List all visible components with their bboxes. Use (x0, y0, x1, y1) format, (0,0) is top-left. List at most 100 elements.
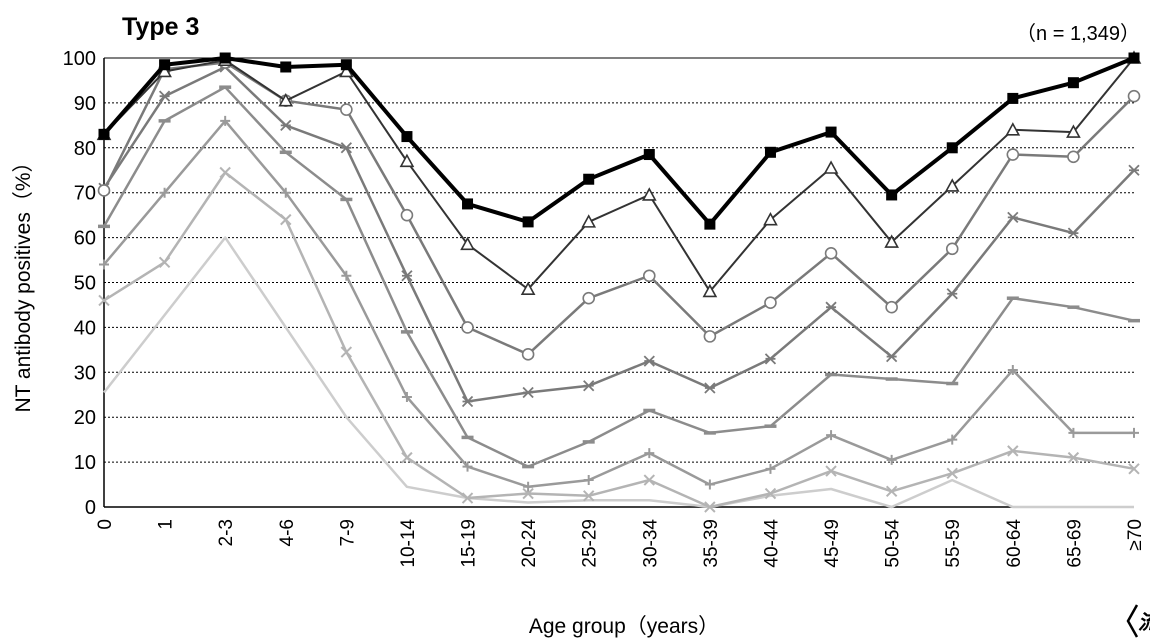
y-tick-label-90: 90 (74, 93, 96, 115)
badge-bracket (1126, 604, 1139, 638)
x-tick-label-11: 40-44 (761, 519, 782, 568)
series-6-point-10 (704, 501, 716, 513)
series-6-point-15 (1007, 445, 1019, 457)
series-1-point-10 (702, 283, 718, 298)
x-tick-label-7: 20-24 (519, 519, 540, 568)
badge-label: 流 (1138, 610, 1150, 634)
series-6-point-1 (158, 256, 171, 269)
series-0-point-0 (98, 128, 110, 140)
series-6-point-6 (461, 492, 474, 504)
series-5-point-8 (583, 475, 594, 486)
series-0-point-5 (401, 131, 413, 143)
series-2-point-10 (703, 330, 717, 343)
y-tick-label-0: 0 (85, 497, 96, 519)
series-5-point-10 (704, 479, 715, 490)
series-2-point-16 (1067, 150, 1080, 164)
series-1 (96, 50, 1142, 298)
series-5-point-11 (765, 463, 776, 474)
series-5-point-16 (1068, 427, 1079, 438)
series-6-point-5 (401, 451, 413, 464)
y-axis-label: NT antibody positives（%） (12, 151, 35, 412)
series-2-point-11 (764, 296, 777, 310)
series-1-point-7 (520, 281, 536, 296)
series-2-point-7 (521, 348, 535, 361)
series-3-point-5 (401, 270, 413, 282)
series-3-line (102, 65, 1135, 403)
series-6-point-7 (522, 487, 534, 500)
series-1-point-14 (944, 178, 960, 192)
series-5 (99, 115, 1139, 492)
series-1-point-9 (641, 187, 657, 201)
series-6-point-9 (643, 474, 656, 486)
series-1-point-13 (884, 234, 899, 248)
x-tick-label-1: 1 (156, 519, 177, 530)
gridlines (104, 57, 1134, 463)
x-tick-label-15: 60-64 (1004, 519, 1025, 568)
series-0-point-15 (1007, 92, 1019, 104)
x-tick-label-8: 25-29 (580, 519, 601, 568)
series-6-point-13 (885, 485, 898, 497)
series-1-point-6 (460, 236, 475, 251)
series-3-point-1 (158, 90, 171, 102)
x-tick-label-16: 65-69 (1064, 519, 1085, 568)
series-0-point-17 (1128, 52, 1140, 64)
series-1-point-5 (399, 153, 415, 168)
series-0-point-16 (1067, 77, 1079, 89)
y-tick-label-20: 20 (74, 407, 96, 429)
series-3-point-12 (825, 301, 837, 313)
series-4-line (102, 85, 1135, 468)
series-1-point-16 (1066, 124, 1081, 138)
x-tick-labels: 0 1 2-3 4-6 7-9 10-14 15-19 20-24 25-29 30-34 35-3… (95, 519, 1146, 568)
series-2-point-5 (400, 208, 414, 222)
series-0-point-11 (764, 146, 776, 158)
series-1-point-3 (278, 92, 294, 107)
series-3-point-9 (643, 355, 655, 367)
series-6-point-16 (1067, 451, 1080, 464)
series-5-point-7 (523, 481, 534, 492)
series-0-point-1 (159, 59, 171, 71)
series-6-point-17 (1128, 463, 1140, 475)
series-6-point-8 (582, 490, 595, 502)
x-tick-label-3: 4-6 (277, 519, 298, 546)
series-0-point-14 (946, 142, 958, 154)
series-2-point-17 (1127, 89, 1141, 103)
series-5-point-1 (159, 187, 170, 198)
y-tick-label-70: 70 (74, 183, 96, 205)
series-6-point-14 (946, 467, 958, 480)
y-tick-label-10: 10 (74, 452, 96, 474)
series-0-point-10 (704, 218, 716, 230)
series-layer (96, 50, 1142, 513)
series-3-point-6 (461, 395, 474, 408)
series-2-point-9 (642, 269, 656, 283)
series-6-line (103, 171, 1135, 509)
series-5-point-13 (886, 454, 897, 465)
series-2-point-12 (824, 247, 838, 260)
series-3-point-15 (1007, 211, 1019, 224)
series-3-point-11 (764, 353, 777, 365)
series-6-point-2 (219, 166, 231, 179)
y-tick-label-40: 40 (74, 317, 96, 339)
series-2-point-14 (945, 242, 959, 256)
y-tick-labels: 0 10 20 30 40 50 60 70 80 90 100 (63, 48, 96, 519)
y-tick-label-100: 100 (63, 48, 96, 70)
x-tick-label-0: 0 (95, 519, 116, 530)
series-7-line (103, 236, 1134, 509)
series-0-line (102, 56, 1135, 227)
series-6 (98, 166, 1140, 513)
series-3-point-17 (1128, 164, 1140, 176)
x-tick-label-9: 30-34 (640, 519, 661, 568)
series-5-point-17 (1129, 427, 1139, 438)
y-tick-label-60: 60 (74, 228, 96, 250)
series-3-point-3 (280, 119, 292, 131)
badge: 流 (1126, 604, 1150, 638)
series-0-point-3 (280, 61, 292, 73)
series-6-point-3 (280, 213, 292, 226)
series-0-point-12 (825, 126, 837, 138)
series-6-point-11 (764, 487, 777, 500)
y-tick-label-80: 80 (74, 138, 96, 160)
x-tick-label-10: 35-39 (701, 519, 722, 568)
x-tick-label-5: 10-14 (398, 519, 419, 568)
series-5-line (103, 119, 1134, 489)
series-3-point-14 (946, 288, 958, 300)
